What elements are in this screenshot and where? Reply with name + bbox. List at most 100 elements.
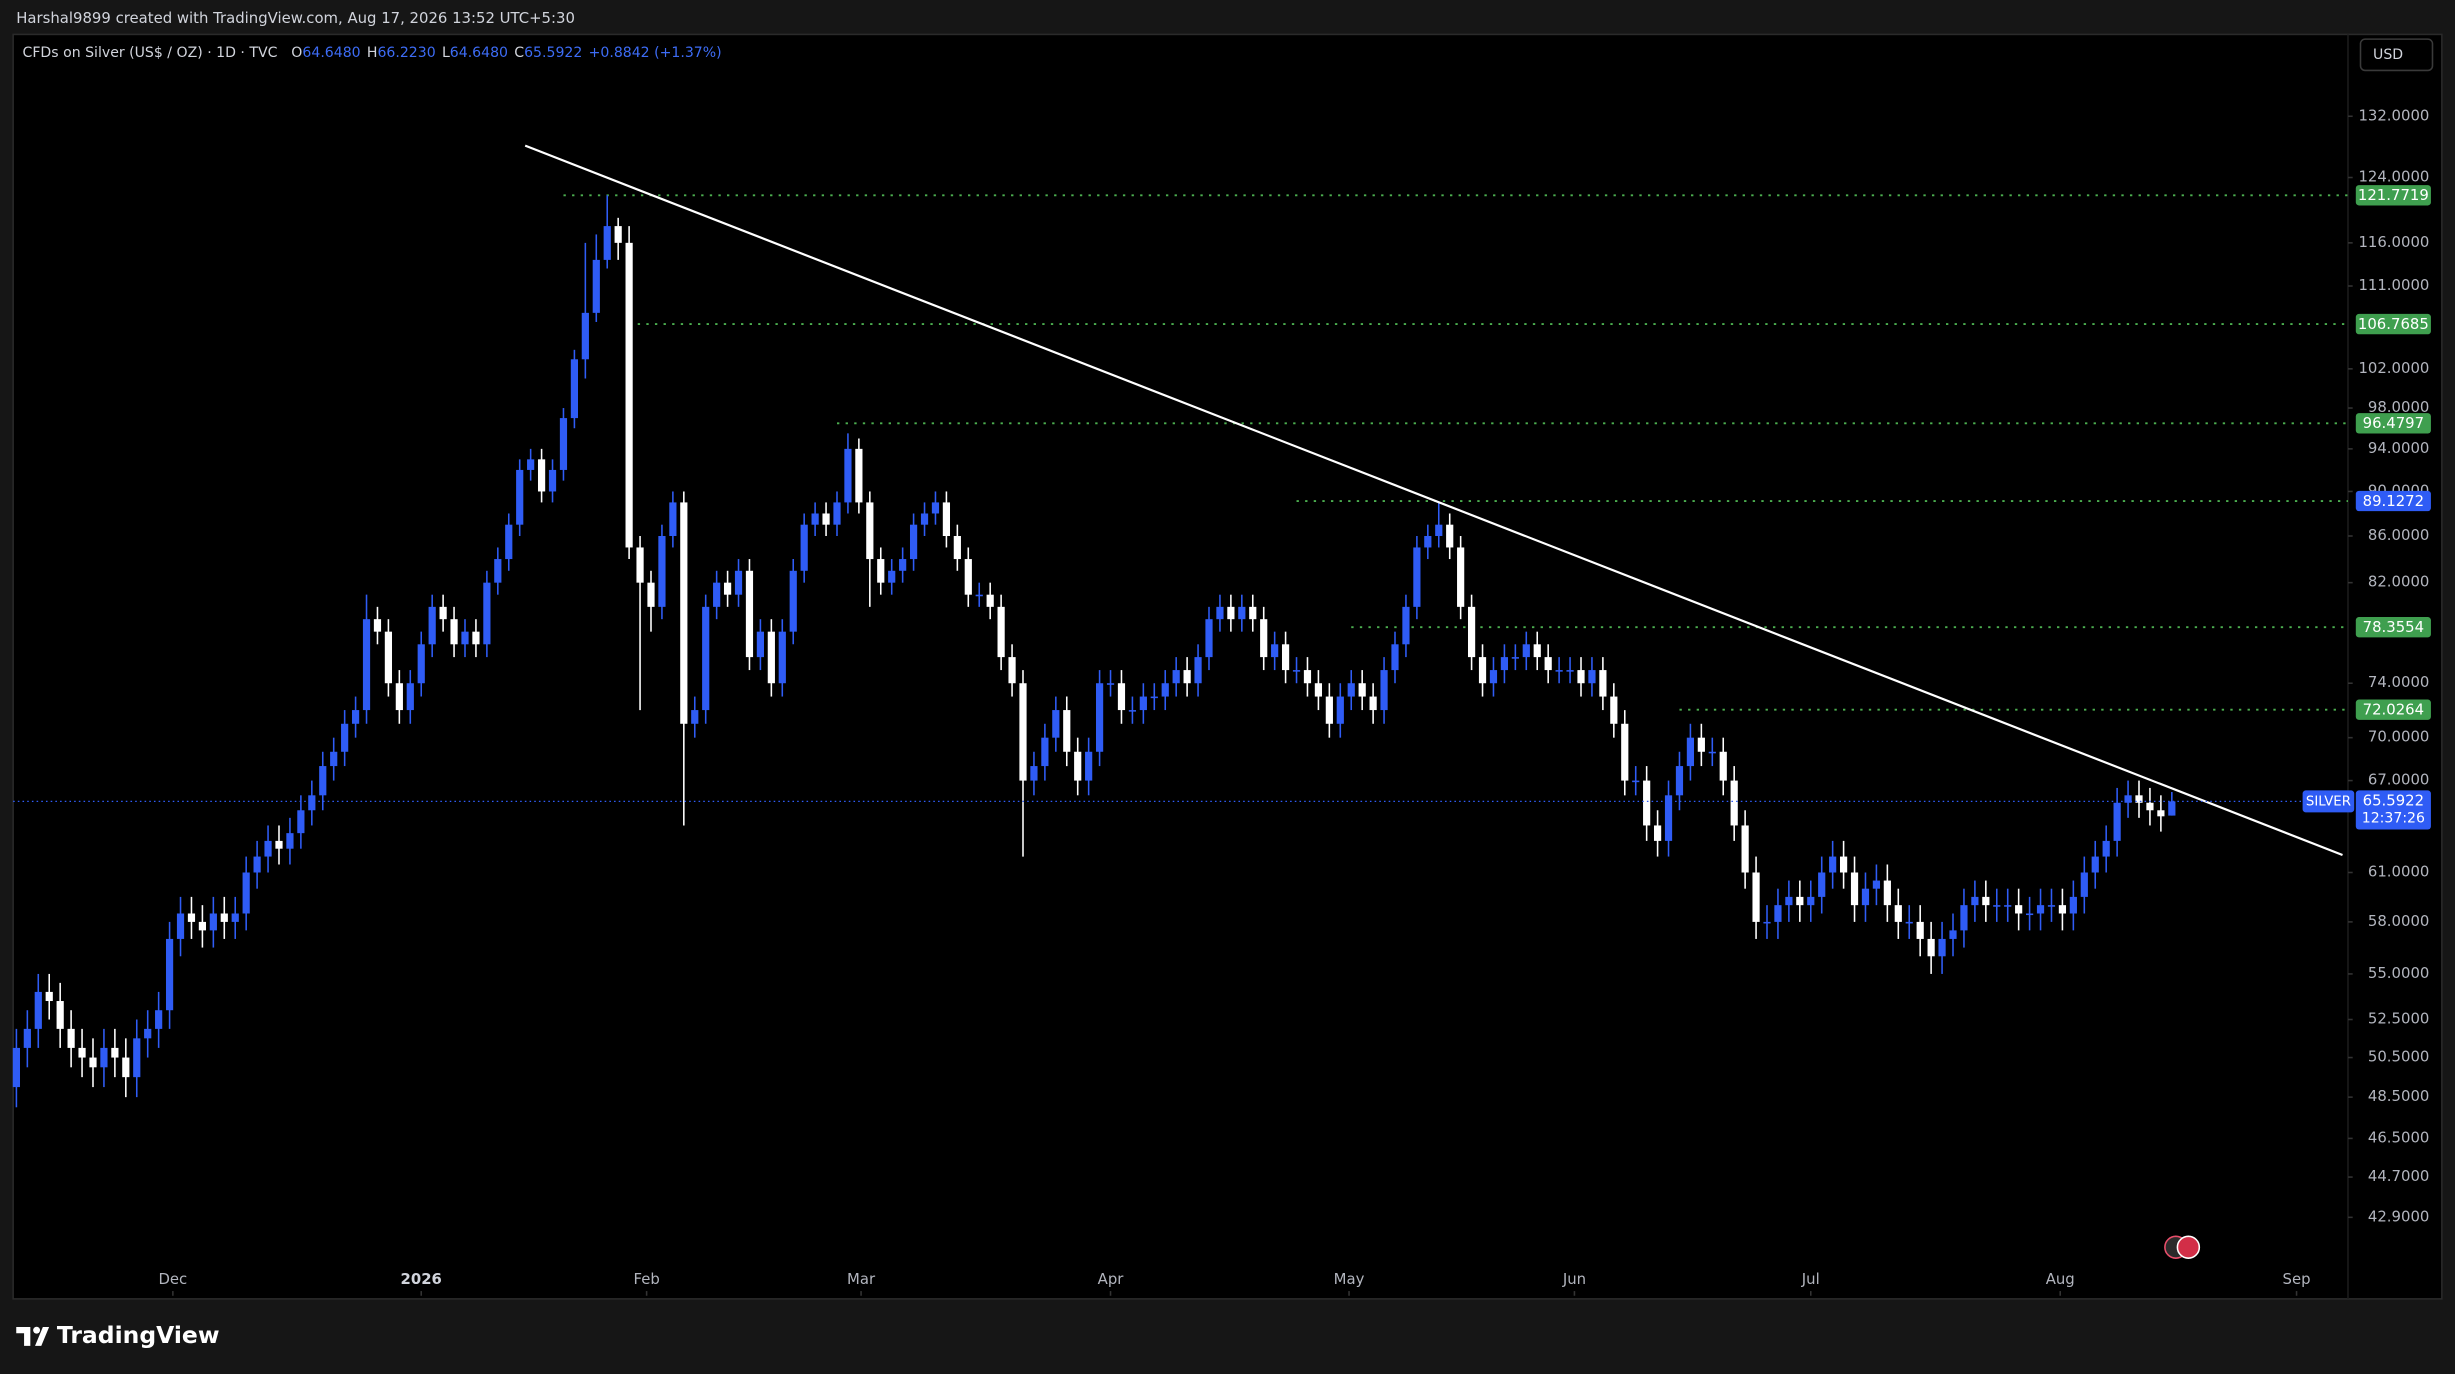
candle-body [1577,670,1585,684]
candle-body [625,242,633,548]
level-tag [2355,185,2431,206]
currency-button[interactable] [2359,38,2434,72]
candle-body [308,795,316,811]
news-icon[interactable] [2164,1235,2201,1259]
candle-body [2036,905,2045,914]
candle-body [680,502,688,724]
candle-body [1752,872,1760,922]
level-label: 89.1272 [2363,492,2424,510]
candle-body [1916,921,1924,939]
y-tick-label: 111.0000 [2358,276,2429,294]
candle-body [1030,766,1038,781]
candle-body [417,644,425,684]
candle-body [264,840,272,857]
candle-body [1128,710,1137,712]
candle-body [1599,670,1607,697]
candle-body [1686,737,1695,767]
candle-body [1894,905,1902,922]
candle-body [1489,670,1498,684]
legend-change: +0.8842 (+1.37%) [589,45,722,61]
candle-body [1905,921,1913,924]
candle-body [505,524,513,560]
x-tick-label: Mar [847,1270,876,1288]
candle-body [1085,751,1093,781]
candle-body [1741,825,1749,873]
candle-body [1216,606,1224,620]
icon-flag[interactable] [2176,1235,2201,1259]
legend-value: 64.6480 [450,45,508,61]
candle-body [494,559,502,583]
candle-body [220,913,228,922]
candle-body [1850,872,1859,906]
candle-body [1194,657,1202,684]
candle-body [1500,657,1509,671]
candle-body [734,570,743,595]
candle-body [450,619,458,645]
candle-body [844,448,852,503]
symbol-tag [2302,790,2355,813]
candle-body [975,594,983,597]
candle-body [1610,696,1618,724]
x-tick-label: Dec [158,1270,187,1288]
y-tick-label: 58.0000 [2368,912,2429,930]
candle-body [1467,606,1476,658]
y-tick-label: 44.7000 [2368,1167,2429,1185]
candle-body [1883,880,1891,906]
candle-body [855,448,863,503]
level-label: 106.7685 [2358,315,2429,333]
candle-body [351,710,360,724]
candle-body [1150,696,1158,699]
candle-body [472,631,480,645]
candle-body [866,502,874,560]
candle-body [2025,913,2034,916]
candle-body [1358,683,1366,697]
x-tick-label: Sep [2283,1270,2311,1288]
candle-body [833,502,841,525]
candle-body [155,1010,163,1029]
candle-body [330,751,338,767]
candle-body [1829,856,1837,873]
candle-body [822,513,830,525]
candle-body [1457,547,1465,607]
y-tick-label: 86.0000 [2368,526,2429,544]
candle-body [1839,856,1848,873]
candle-body [165,938,174,1011]
candle-body [570,359,579,419]
candle-body [877,559,885,583]
level-label: 78.3554 [2363,618,2424,636]
candle-body [1807,896,1815,906]
candle-body [931,502,940,514]
candle-body [2168,801,2176,816]
legend-key: O [291,45,302,61]
level-tag [2355,313,2431,335]
candle-body [581,312,589,360]
candle-body [1074,751,1082,781]
candle-body [723,582,732,595]
y-tick-label: 52.5000 [2368,1010,2429,1028]
candle-body [964,559,972,595]
candle-body [56,1001,64,1029]
candle-body [702,606,710,711]
candle-body [1314,683,1323,697]
symbol-label: SILVER [2306,794,2351,809]
y-tick-label: 70.0000 [2368,728,2429,746]
y-tick-label: 98.0000 [2368,398,2429,416]
brand-name: TradingView [57,1321,220,1349]
candle-body [1271,644,1279,658]
candle-body [537,459,546,492]
currency-label[interactable]: USD [2373,47,2403,63]
candle-body [1993,905,2001,907]
level-tag [2355,617,2431,638]
candle-body [1117,683,1126,711]
candle-body [2091,856,2099,873]
candle-body [909,524,918,560]
candle-body [559,418,568,470]
candle-body [428,606,436,645]
candle-body [1511,657,1519,659]
candle-body [548,469,557,492]
candle-body [45,991,53,1002]
candle-body [1391,644,1399,671]
legend: CFDs on Silver (US$ / OZ) · 1D · TVC O64… [23,45,722,61]
candle-body [1675,766,1684,796]
